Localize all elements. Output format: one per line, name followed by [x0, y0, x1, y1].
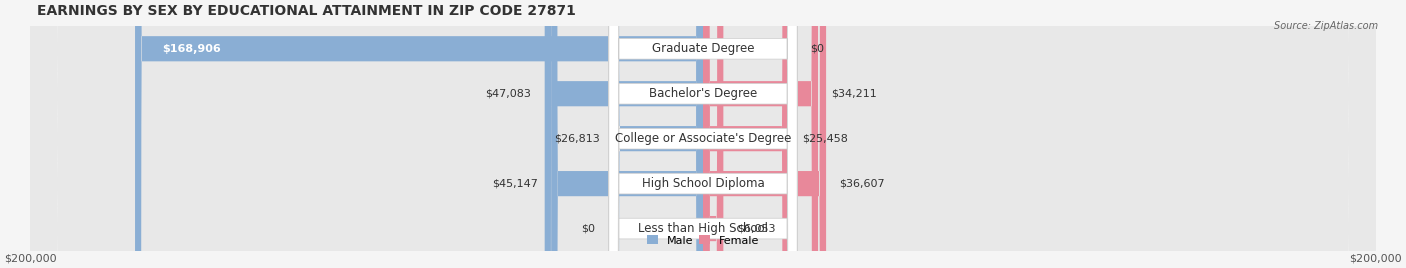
- FancyBboxPatch shape: [31, 0, 1375, 268]
- Text: Less than High School: Less than High School: [638, 222, 768, 235]
- FancyBboxPatch shape: [703, 0, 827, 268]
- FancyBboxPatch shape: [703, 0, 789, 268]
- FancyBboxPatch shape: [551, 0, 703, 268]
- FancyBboxPatch shape: [609, 0, 797, 268]
- FancyBboxPatch shape: [31, 0, 1375, 268]
- Text: EARNINGS BY SEX BY EDUCATIONAL ATTAINMENT IN ZIP CODE 27871: EARNINGS BY SEX BY EDUCATIONAL ATTAINMEN…: [37, 4, 576, 18]
- FancyBboxPatch shape: [613, 0, 703, 268]
- Text: $36,607: $36,607: [839, 179, 886, 189]
- FancyBboxPatch shape: [31, 0, 1375, 268]
- FancyBboxPatch shape: [31, 0, 1375, 268]
- Text: $45,147: $45,147: [492, 179, 537, 189]
- Text: $47,083: $47,083: [485, 89, 531, 99]
- FancyBboxPatch shape: [703, 0, 723, 268]
- FancyBboxPatch shape: [703, 0, 818, 268]
- Text: $0: $0: [811, 44, 824, 54]
- Text: High School Diploma: High School Diploma: [641, 177, 765, 190]
- Text: Source: ZipAtlas.com: Source: ZipAtlas.com: [1274, 21, 1378, 31]
- FancyBboxPatch shape: [609, 0, 797, 268]
- FancyBboxPatch shape: [609, 0, 797, 268]
- Text: $6,053: $6,053: [737, 224, 775, 234]
- FancyBboxPatch shape: [135, 0, 703, 268]
- FancyBboxPatch shape: [609, 0, 797, 268]
- Text: $168,906: $168,906: [162, 44, 221, 54]
- FancyBboxPatch shape: [544, 0, 703, 268]
- Text: Graduate Degree: Graduate Degree: [652, 42, 754, 55]
- Text: College or Associate's Degree: College or Associate's Degree: [614, 132, 792, 145]
- FancyBboxPatch shape: [609, 0, 797, 268]
- Text: $0: $0: [582, 224, 595, 234]
- Text: Bachelor's Degree: Bachelor's Degree: [650, 87, 756, 100]
- Text: $34,211: $34,211: [831, 89, 877, 99]
- FancyBboxPatch shape: [31, 0, 1375, 268]
- Legend: Male, Female: Male, Female: [643, 231, 763, 250]
- Text: $25,458: $25,458: [801, 134, 848, 144]
- Text: $26,813: $26,813: [554, 134, 599, 144]
